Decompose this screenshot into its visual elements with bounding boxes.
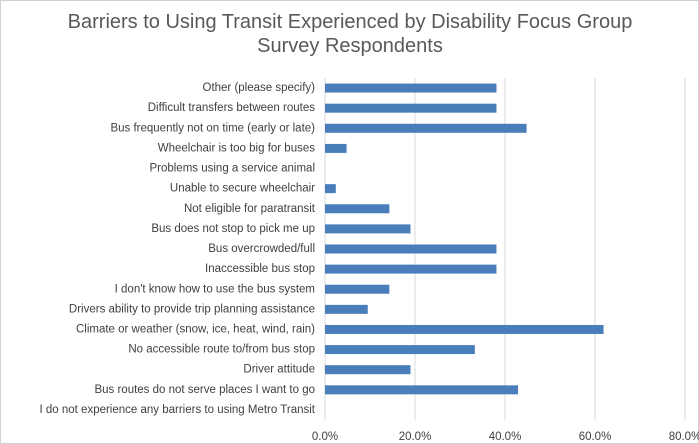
y-tick-label: I don't know how to use the bus system [115, 283, 315, 295]
y-tick-label: Other (please specify) [203, 82, 316, 94]
bar [325, 123, 527, 133]
chart-title: Barriers to Using Transit Experienced by… [67, 11, 633, 57]
bar [325, 385, 519, 395]
bar [325, 304, 368, 314]
y-tick-label: Not eligible for paratransit [184, 203, 316, 215]
y-tick-label: Unable to secure wheelchair [170, 183, 315, 195]
y-tick-label: Difficult transfers between routes [148, 102, 316, 114]
y-tick-label: Bus does not stop to pick me up [151, 223, 315, 235]
x-tick-label: 80.0% [669, 431, 699, 443]
y-tick-label: I do not experience any barriers to usin… [39, 404, 315, 416]
bar [325, 143, 347, 153]
y-tick-label: Bus overcrowded/full [208, 243, 315, 255]
bar [325, 324, 604, 334]
bar [325, 244, 497, 254]
x-tick-label: 40.0% [489, 431, 522, 443]
y-tick-label: Inaccessible bus stop [205, 263, 315, 275]
x-tick-label: 60.0% [579, 431, 612, 443]
bar [325, 345, 475, 355]
bar [325, 204, 390, 214]
y-tick-label: Driver attitude [243, 364, 315, 376]
y-tick-label: Problems using a service animal [149, 163, 315, 175]
y-tick-label: Drivers ability to provide trip planning… [69, 303, 315, 315]
bar [325, 284, 390, 294]
y-tick-label: Wheelchair is too big for buses [158, 142, 315, 154]
y-tick-label: No accessible route to/from bus stop [128, 344, 315, 356]
bar [325, 365, 411, 375]
bar [325, 83, 497, 93]
bar [325, 184, 336, 194]
x-tick-label: 20.0% [399, 431, 432, 443]
x-tick-label: 0.0% [312, 431, 338, 443]
bar [325, 264, 497, 274]
y-tick-label: Bus routes do not serve places I want to… [94, 384, 315, 396]
y-tick-label: Climate or weather (snow, ice, heat, win… [76, 324, 315, 336]
y-tick-label: Bus frequently not on time (early or lat… [110, 122, 315, 134]
bar [325, 224, 411, 234]
bar [325, 103, 497, 113]
